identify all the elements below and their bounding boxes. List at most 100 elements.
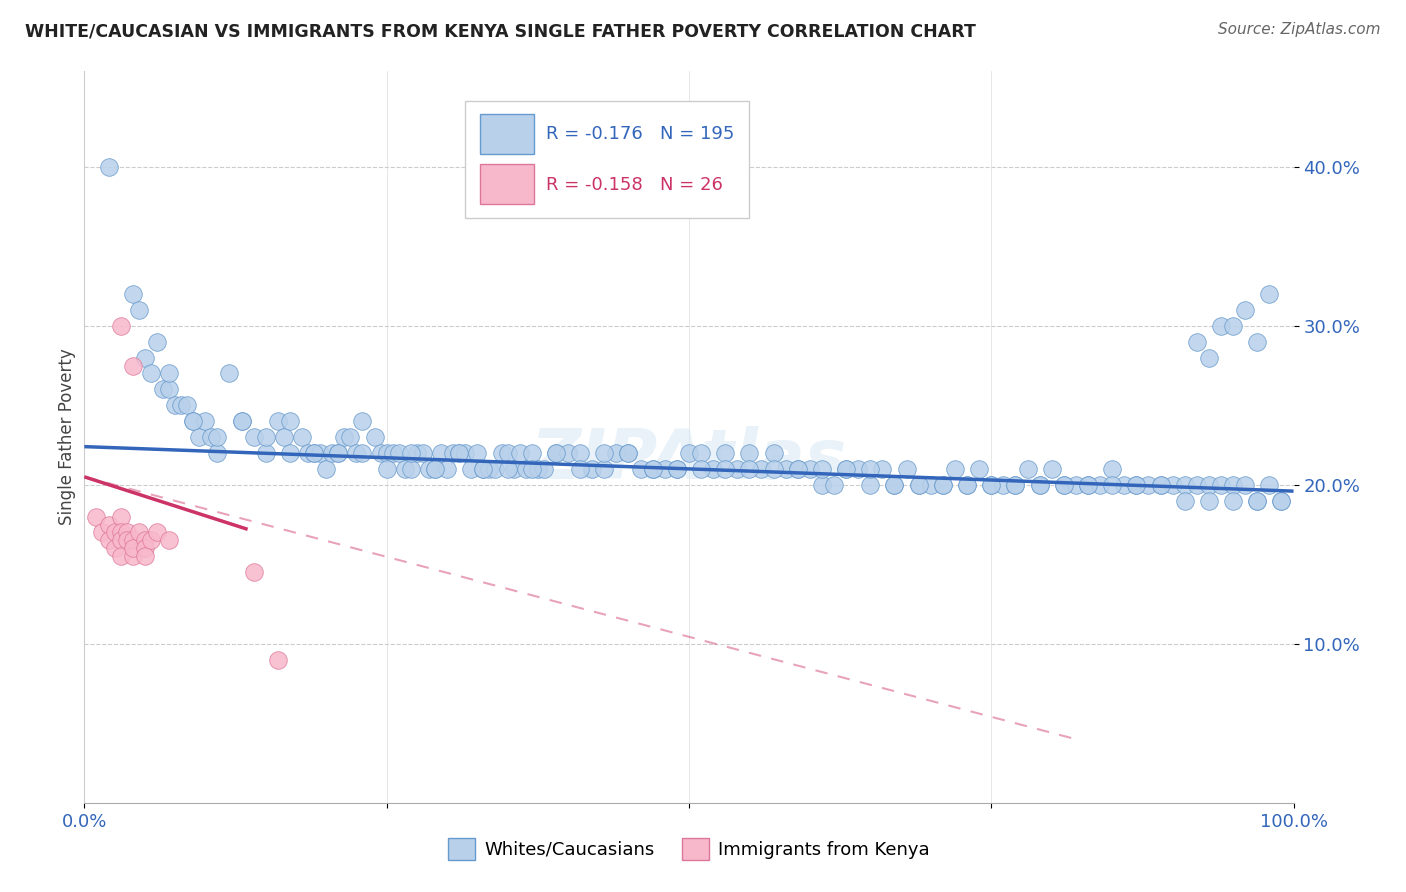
Point <box>139 367 162 381</box>
Point <box>496 446 519 460</box>
Point <box>509 446 531 460</box>
Point <box>593 462 616 476</box>
Point <box>302 446 325 460</box>
Point <box>134 541 156 556</box>
Point <box>1028 477 1050 491</box>
Point <box>297 446 319 460</box>
Point <box>617 446 640 460</box>
Point <box>690 462 713 476</box>
Point <box>157 367 180 381</box>
Point <box>254 446 277 460</box>
Point <box>484 462 506 476</box>
Point <box>412 446 434 460</box>
Point <box>104 525 127 540</box>
Point <box>496 462 519 476</box>
Point <box>134 549 156 564</box>
Point <box>121 541 143 556</box>
Point <box>823 477 845 491</box>
Point <box>1004 477 1026 491</box>
Point <box>302 446 325 460</box>
Point <box>1234 477 1257 491</box>
Point <box>328 446 350 460</box>
Point <box>617 446 640 460</box>
Point <box>932 477 955 491</box>
Point <box>835 462 858 476</box>
Point <box>478 462 501 476</box>
Point <box>605 446 627 460</box>
Point <box>967 462 990 476</box>
Point <box>134 533 156 548</box>
Point <box>1077 477 1099 491</box>
Point <box>630 462 652 476</box>
Point <box>472 462 495 476</box>
Point <box>110 318 132 333</box>
Point <box>665 462 688 476</box>
Point <box>1028 477 1050 491</box>
Point <box>231 414 253 428</box>
Point <box>194 414 217 428</box>
Point <box>762 462 785 476</box>
FancyBboxPatch shape <box>479 114 534 154</box>
Point <box>146 334 169 349</box>
Point <box>932 477 955 491</box>
Point <box>1270 493 1292 508</box>
Point <box>665 462 688 476</box>
Point <box>278 414 301 428</box>
Point <box>381 446 404 460</box>
Point <box>165 398 187 412</box>
Point <box>1258 477 1281 491</box>
Legend: Whites/Caucasians, Immigrants from Kenya: Whites/Caucasians, Immigrants from Kenya <box>441 830 936 867</box>
Point <box>1222 477 1244 491</box>
Point <box>883 477 905 491</box>
Point <box>1137 477 1160 491</box>
Point <box>231 414 253 428</box>
Point <box>544 446 567 460</box>
Point <box>472 462 495 476</box>
Point <box>907 477 929 491</box>
Point <box>520 462 543 476</box>
Point <box>1258 287 1281 301</box>
Point <box>399 462 422 476</box>
Point <box>86 509 108 524</box>
FancyBboxPatch shape <box>479 164 534 204</box>
Point <box>786 462 808 476</box>
Point <box>1149 477 1171 491</box>
Point <box>1114 477 1136 491</box>
Point <box>467 446 489 460</box>
Point <box>593 446 616 460</box>
Point <box>1270 493 1292 508</box>
Point <box>436 462 458 476</box>
Point <box>762 446 785 460</box>
Point <box>980 477 1002 491</box>
Point <box>370 446 392 460</box>
Point <box>399 446 422 460</box>
Point <box>1161 477 1184 491</box>
Point <box>641 462 664 476</box>
Point <box>339 430 361 444</box>
Point <box>388 446 411 460</box>
Point <box>520 446 543 460</box>
Point <box>1040 462 1063 476</box>
Point <box>738 446 761 460</box>
Text: R = -0.176   N = 195: R = -0.176 N = 195 <box>547 125 734 143</box>
Point <box>254 430 277 444</box>
Point <box>641 462 664 476</box>
Point <box>139 533 162 548</box>
Point <box>1149 477 1171 491</box>
Point <box>846 462 869 476</box>
Point <box>321 446 343 460</box>
Point <box>654 462 676 476</box>
Point <box>115 525 138 540</box>
Point <box>1198 351 1220 365</box>
Point <box>267 414 290 428</box>
Point <box>97 517 120 532</box>
Point <box>1209 477 1232 491</box>
Text: ZIPAtlas: ZIPAtlas <box>531 425 846 492</box>
Point <box>527 462 550 476</box>
Point <box>110 533 132 548</box>
Point <box>291 430 314 444</box>
Point <box>97 160 120 174</box>
Point <box>775 462 797 476</box>
Point <box>569 462 592 476</box>
Point <box>423 462 446 476</box>
